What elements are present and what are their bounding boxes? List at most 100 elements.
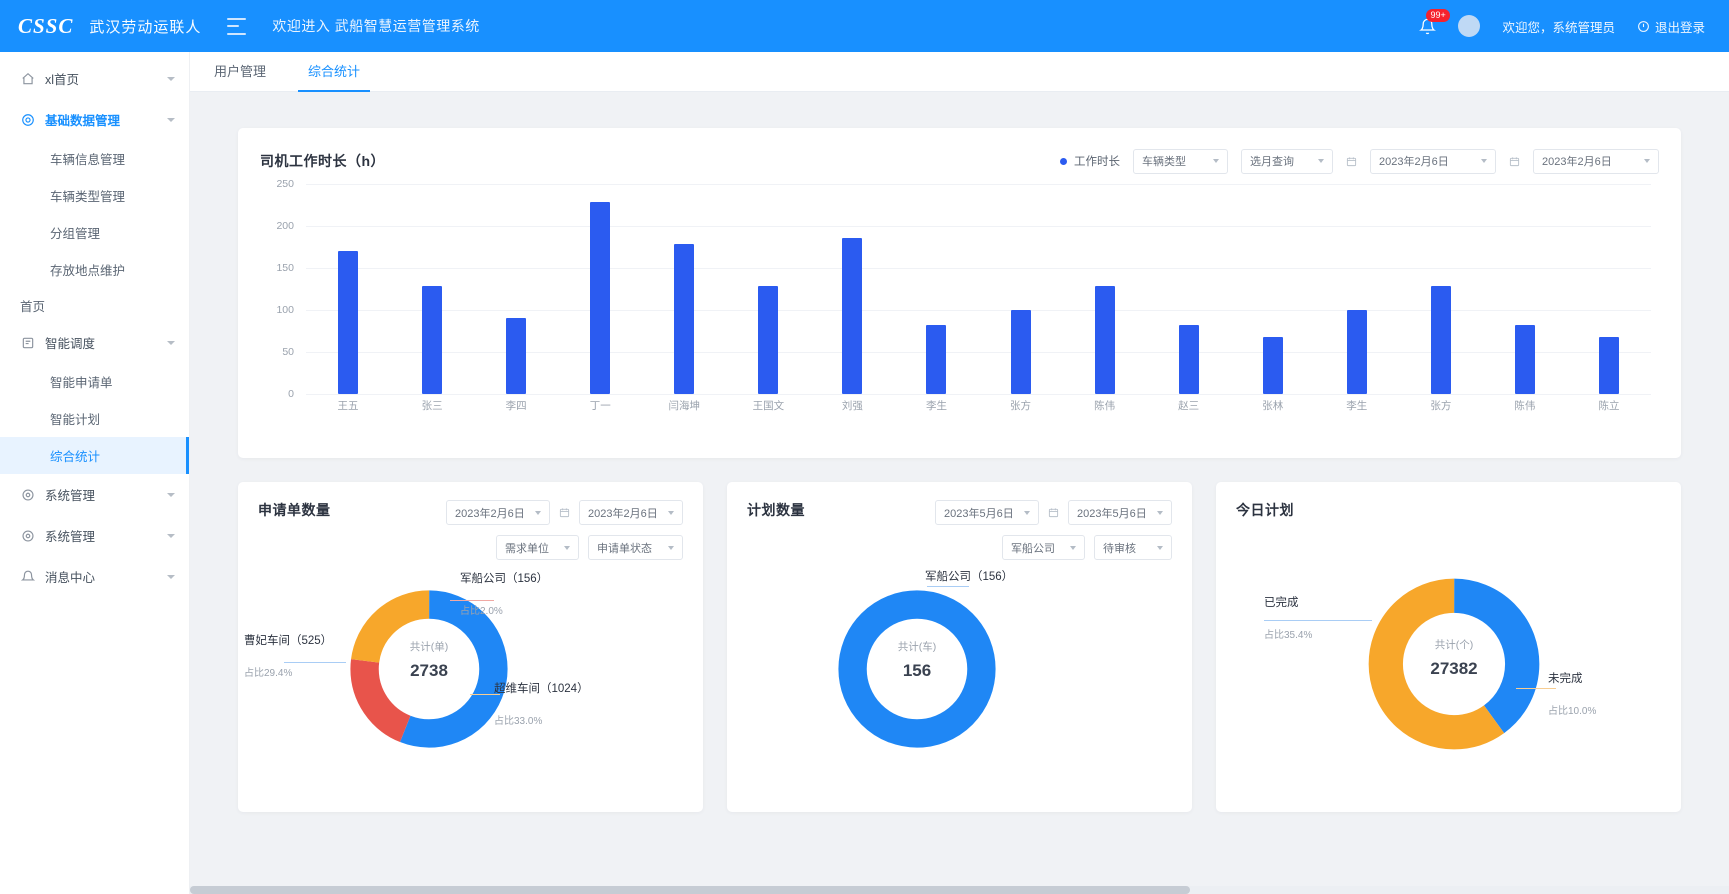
sidebar-item-smart-dispatch[interactable]: 智能调度 [0, 322, 189, 363]
sidebar-item-smart-plan[interactable]: 智能计划 [0, 400, 189, 437]
select-month-query[interactable]: 选月查询 [1241, 148, 1333, 174]
sidebar-item-system-mgmt-1[interactable]: 系统管理 [0, 474, 189, 515]
bar[interactable] [1262, 336, 1283, 394]
chevron-down-icon [1024, 510, 1030, 515]
logout-label: 退出登录 [1654, 20, 1705, 35]
plan-select-company[interactable]: 军船公司 [1002, 535, 1085, 560]
plan-donut-chart[interactable] [832, 584, 1002, 754]
leader-line [450, 600, 494, 601]
sidebar-label-smart-apply: 智能申请单 [50, 376, 113, 390]
grid-line [306, 394, 1651, 395]
select-vehicle-type[interactable]: 车辆类型 [1133, 148, 1228, 174]
date-start-picker[interactable]: 2023年2月6日 [1370, 148, 1496, 174]
grid-line [306, 184, 1651, 185]
sidebar-label-vehicle-type: 车辆类型管理 [50, 190, 126, 204]
leader-line [1516, 688, 1556, 689]
bar[interactable] [674, 244, 695, 394]
sidebar-item-vehicle-type[interactable]: 车辆类型管理 [0, 177, 189, 214]
sidebar-item-message-center[interactable]: 消息中心 [0, 556, 189, 597]
sidebar-label-system-mgmt-1: 系统管理 [45, 489, 96, 503]
bar[interactable] [1094, 286, 1115, 394]
apply-date-start[interactable]: 2023年2月6日 [446, 500, 550, 525]
bar[interactable] [758, 286, 779, 394]
apply-card-filters: 2023年2月6日 2023年2月6日 需求单位 [345, 500, 683, 560]
bar-column[interactable] [810, 184, 894, 394]
sidebar-item-vehicle-info[interactable]: 车辆信息管理 [0, 140, 189, 177]
bar-column[interactable] [306, 184, 390, 394]
sidebar-label-message-center: 消息中心 [45, 571, 96, 585]
plan-select-type[interactable]: 待审核 [1094, 535, 1172, 560]
date-end-picker[interactable]: 2023年2月6日 [1533, 148, 1659, 174]
sidebar-item-smart-apply[interactable]: 智能申请单 [0, 363, 189, 400]
horizontal-scrollbar[interactable] [190, 886, 1729, 894]
plan-center-value: 156 [902, 660, 932, 680]
apply-select-status[interactable]: 申请单状态 [588, 535, 683, 560]
sidebar-label-system-mgmt-2: 系统管理 [45, 530, 96, 544]
today-donut-center: 共计(个) 27382 [1364, 638, 1544, 681]
bar[interactable] [842, 237, 863, 394]
bar-column[interactable] [1063, 184, 1147, 394]
notification-button[interactable]: 99+ [1419, 8, 1450, 35]
bar-column[interactable] [1231, 184, 1315, 394]
scrollbar-thumb[interactable] [190, 886, 1190, 894]
bar[interactable] [1514, 325, 1535, 394]
x-axis-label: 陈伟 [1514, 400, 1536, 412]
sidebar-item-comprehensive-stats[interactable]: 综合统计 [0, 437, 189, 474]
bar[interactable] [338, 251, 359, 394]
sidebar-item-basic-data[interactable]: 基础数据管理 [0, 99, 189, 140]
menu-collapse-icon[interactable] [227, 17, 247, 35]
tab-user-management[interactable]: 用户管理 [214, 63, 267, 79]
apply-donut-chart[interactable] [344, 584, 514, 754]
bar[interactable] [926, 325, 947, 394]
bar-column[interactable] [1399, 184, 1483, 394]
today-donut-chart[interactable] [1364, 574, 1544, 754]
bar[interactable] [1430, 286, 1451, 394]
bar-column[interactable] [894, 184, 978, 394]
bar-column[interactable] [979, 184, 1063, 394]
bar[interactable] [1010, 310, 1031, 394]
x-axis-label: 李生 [925, 400, 947, 412]
legend-work-hours[interactable]: 工作时长 [1060, 153, 1120, 169]
bar[interactable] [422, 286, 443, 394]
plan-date-end[interactable]: 2023年5月6日 [1068, 500, 1172, 525]
bar-column[interactable] [390, 184, 474, 394]
apply-label-chaowei: 超维车间（1024） 占比33.0% [494, 680, 589, 727]
tab-comprehensive-stats[interactable]: 综合统计 [298, 52, 371, 92]
chevron-down-icon [1157, 545, 1163, 550]
sidebar-item-group-mgmt[interactable]: 分组管理 [0, 214, 189, 251]
bar[interactable] [506, 318, 527, 394]
bar-column[interactable] [726, 184, 810, 394]
apply-select-unit-value: 需求单位 [505, 542, 549, 555]
bar-column[interactable] [558, 184, 642, 394]
chevron-down-icon [1070, 545, 1076, 550]
plan-date-start[interactable]: 2023年5月6日 [935, 500, 1039, 525]
date-start-value: 2023年2月6日 [1379, 156, 1449, 168]
today-center-value: 27382 [1430, 658, 1478, 678]
plan-label-junchuan-text: 军船公司（156） [925, 571, 1014, 583]
sidebar-item-home[interactable]: xl首页 [0, 58, 189, 99]
bar-column[interactable] [1483, 184, 1567, 394]
today-plan-card: 今日计划 共计(个) 27382 已完成 占比35.4% [1216, 482, 1681, 812]
home-icon [20, 71, 35, 86]
user-avatar[interactable] [1458, 15, 1481, 37]
bar[interactable] [590, 202, 611, 394]
sidebar-item-location-maint[interactable]: 存放地点维护 [0, 251, 189, 288]
logout-button[interactable]: 退出登录 [1637, 17, 1705, 36]
apply-select-unit[interactable]: 需求单位 [496, 535, 579, 560]
plan-date-start-value: 2023年5月6日 [944, 507, 1014, 520]
bar[interactable] [1178, 325, 1199, 394]
sidebar-item-system-mgmt-2[interactable]: 系统管理 [0, 515, 189, 556]
x-axis-label: 赵三 [1178, 400, 1200, 412]
bar[interactable] [1346, 310, 1367, 394]
bar[interactable] [1598, 336, 1619, 394]
notification-badge: 99+ [1426, 8, 1450, 22]
page-title: 司机工作时长（h） [260, 153, 386, 169]
bar-column[interactable] [1567, 184, 1651, 394]
sidebar-label-location-maint: 存放地点维护 [50, 264, 126, 278]
bar-column[interactable] [474, 184, 558, 394]
bar-column[interactable] [642, 184, 726, 394]
bar-column[interactable] [1147, 184, 1231, 394]
apply-date-end[interactable]: 2023年2月6日 [579, 500, 683, 525]
legend-dot-icon [1060, 157, 1067, 165]
bar-column[interactable] [1315, 184, 1399, 394]
